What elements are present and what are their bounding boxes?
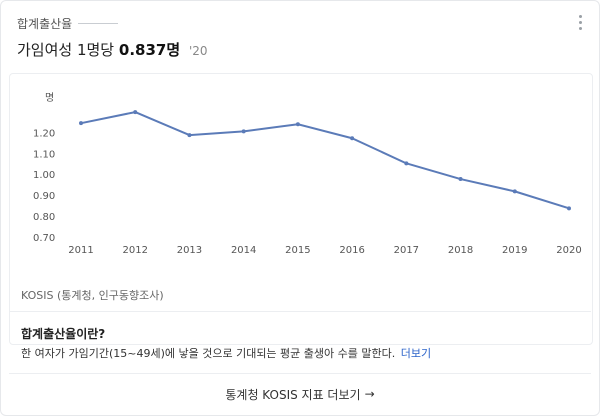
data-point[interactable] <box>295 122 300 127</box>
kosis-more-link[interactable]: 통계청 KOSIS 지표 더보기 → <box>1 373 599 415</box>
y-tick-label: 0.90 <box>33 191 55 202</box>
data-point[interactable] <box>512 189 517 194</box>
headline: 가임여성 1명당 0.837명 '20 <box>17 39 208 60</box>
data-point[interactable] <box>133 110 138 115</box>
y-tick-label: 1.20 <box>33 128 55 139</box>
data-point[interactable] <box>79 121 83 126</box>
x-tick-label: 2011 <box>68 245 93 256</box>
y-axis: 명 0.70 0.80 0.90 1.00 1.10 1.20 <box>33 92 55 244</box>
x-tick-label: 2017 <box>394 245 419 256</box>
x-tick-label: 2018 <box>448 245 473 256</box>
definition-title: 합계출산율이란? <box>21 327 106 341</box>
y-tick-label: 1.10 <box>33 149 55 160</box>
y-axis-unit-label: 명 <box>45 92 54 104</box>
data-point[interactable] <box>241 129 246 134</box>
more-options-icon[interactable] <box>575 15 585 33</box>
x-tick-label: 2014 <box>231 245 256 256</box>
definition-text-row: 한 여자가 가임기간(15~49세)에 낳을 것으로 기대되는 평균 출생아 수… <box>21 345 431 361</box>
headline-value: 0.837명 <box>118 41 181 59</box>
divider <box>9 373 591 374</box>
y-tick-label: 1.00 <box>33 170 55 181</box>
x-tick-label: 2015 <box>285 245 310 256</box>
kosis-more-label: 통계청 KOSIS 지표 더보기 <box>225 387 361 402</box>
title-divider <box>78 23 119 24</box>
y-tick-label: 0.70 <box>33 233 55 244</box>
data-point[interactable] <box>567 206 571 211</box>
line-chart: 명0.700.800.901.001.101.20 2011 2012 2013 20… <box>33 92 582 256</box>
definition-text: 한 여자가 가임기간(15~49세)에 낳을 것으로 기대되는 평균 출생아 수… <box>21 347 396 360</box>
y-tick-label: 0.80 <box>33 212 55 223</box>
x-axis: 2011 2012 2013 2014 2015 2016 2017 2018 2019 2020 <box>68 245 581 256</box>
section-title: 합계출산율 <box>17 17 73 31</box>
data-point[interactable] <box>404 161 409 166</box>
x-tick-label: 2020 <box>556 245 581 256</box>
headline-prefix: 가임여성 1명당 <box>17 41 115 59</box>
source-label: KOSIS (통계청, 인구동향조사) <box>21 289 164 302</box>
data-point[interactable] <box>458 177 463 182</box>
series-group <box>79 110 571 211</box>
x-tick-label: 2016 <box>339 245 364 256</box>
data-point[interactable] <box>187 133 192 138</box>
section-header: 합계출산율 <box>17 15 119 32</box>
arrow-right-icon: → <box>364 387 375 401</box>
divider <box>9 311 591 312</box>
data-point[interactable] <box>350 136 355 141</box>
x-tick-label: 2012 <box>122 245 147 256</box>
x-tick-label: 2019 <box>502 245 527 256</box>
series-line <box>80 111 570 210</box>
x-tick-label: 2013 <box>177 245 202 256</box>
definition-more-link[interactable]: 더보기 <box>400 347 432 360</box>
headline-year: '20 <box>188 44 208 58</box>
